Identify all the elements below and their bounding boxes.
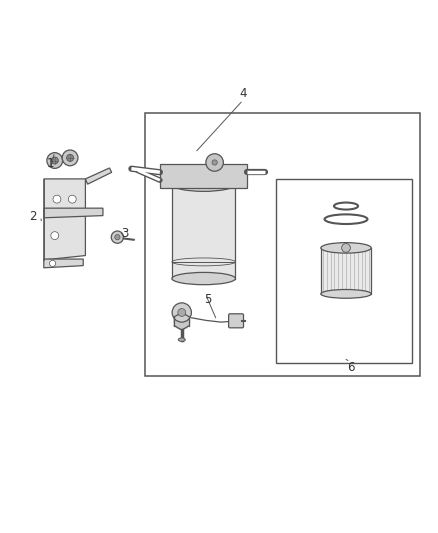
- Ellipse shape: [321, 243, 371, 253]
- Text: 5: 5: [205, 293, 212, 306]
- Circle shape: [47, 152, 63, 168]
- Text: 1: 1: [46, 157, 54, 170]
- Polygon shape: [160, 164, 247, 188]
- Bar: [321, 248, 371, 294]
- Circle shape: [51, 157, 58, 164]
- Circle shape: [53, 195, 61, 203]
- Circle shape: [173, 312, 191, 330]
- Circle shape: [206, 154, 223, 171]
- Polygon shape: [44, 259, 83, 268]
- Circle shape: [115, 235, 120, 240]
- Circle shape: [342, 244, 350, 252]
- Circle shape: [51, 232, 59, 239]
- Circle shape: [212, 160, 217, 165]
- Polygon shape: [85, 168, 112, 184]
- Circle shape: [68, 195, 76, 203]
- Ellipse shape: [172, 272, 236, 285]
- Text: 4: 4: [239, 87, 247, 100]
- Bar: [160, 164, 247, 188]
- Circle shape: [172, 303, 191, 322]
- Circle shape: [178, 309, 186, 317]
- Ellipse shape: [172, 177, 236, 191]
- Polygon shape: [44, 208, 103, 218]
- Text: 6: 6: [346, 361, 354, 374]
- Circle shape: [111, 231, 124, 243]
- Circle shape: [49, 260, 56, 266]
- Text: 3: 3: [121, 227, 128, 240]
- Ellipse shape: [178, 338, 185, 342]
- Ellipse shape: [321, 289, 371, 298]
- Polygon shape: [44, 179, 85, 260]
- Circle shape: [67, 155, 74, 161]
- Bar: [172, 184, 236, 279]
- FancyBboxPatch shape: [229, 314, 244, 328]
- Bar: [276, 179, 412, 363]
- Text: 2: 2: [29, 209, 37, 223]
- Bar: [145, 113, 420, 376]
- Circle shape: [62, 150, 78, 166]
